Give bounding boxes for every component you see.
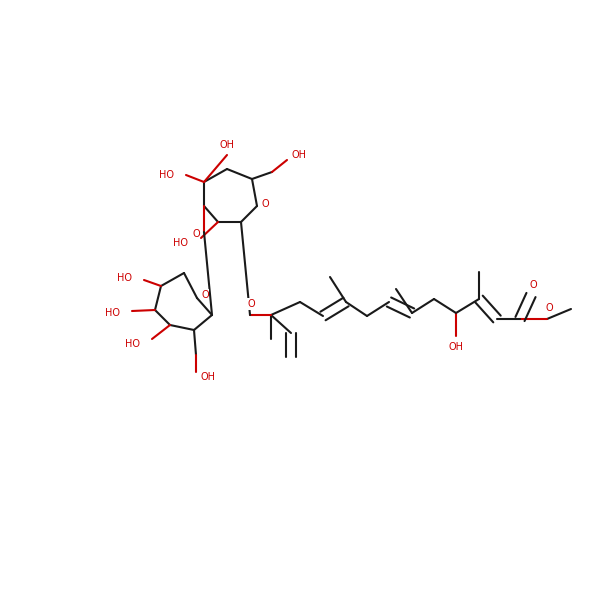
Text: O: O [192, 229, 200, 239]
Text: HO: HO [158, 170, 173, 180]
Text: O: O [247, 299, 255, 309]
Text: OH: OH [200, 372, 215, 382]
Text: HO: HO [116, 273, 131, 283]
Text: HO: HO [104, 308, 119, 318]
Text: HO: HO [125, 339, 139, 349]
Text: OH: OH [449, 342, 464, 352]
Text: O: O [261, 199, 269, 209]
Text: O: O [545, 303, 553, 313]
Text: OH: OH [220, 140, 235, 150]
Text: HO: HO [173, 238, 188, 248]
Text: O: O [529, 280, 537, 290]
Text: OH: OH [292, 150, 307, 160]
Text: O: O [201, 290, 209, 300]
